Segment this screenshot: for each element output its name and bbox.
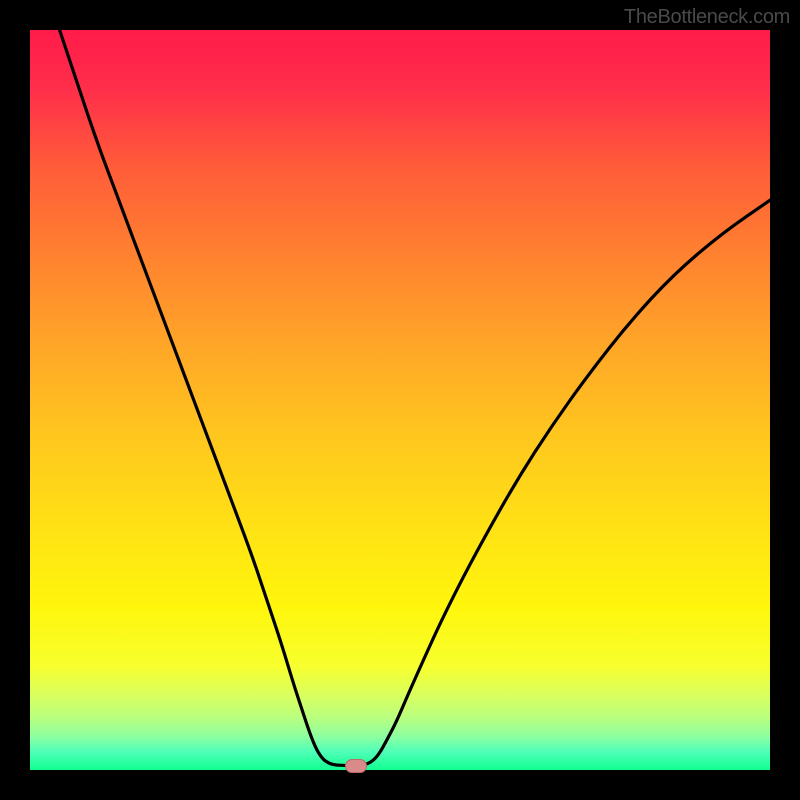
optimal-point-marker [345, 759, 367, 773]
watermark-text: TheBottleneck.com [624, 6, 790, 29]
bottleneck-curve [60, 30, 770, 766]
curve-layer [30, 30, 770, 770]
chart-container: TheBottleneck.com [0, 0, 800, 800]
plot-area [30, 30, 770, 770]
